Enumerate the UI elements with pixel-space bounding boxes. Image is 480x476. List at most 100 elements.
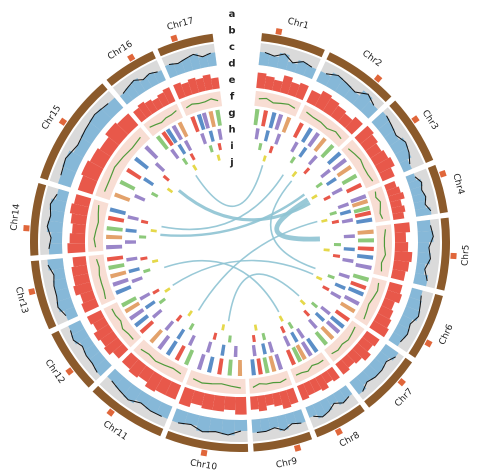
feature-f <box>190 116 200 133</box>
density-bar <box>250 396 259 410</box>
coverage-bar <box>399 159 412 173</box>
density-bar <box>391 205 406 215</box>
feature-i <box>187 310 193 317</box>
coverage-bar <box>196 415 212 433</box>
density-bar <box>384 181 397 191</box>
coverage-line <box>325 73 375 106</box>
coverage-bar <box>48 243 63 255</box>
feature-f <box>352 273 370 282</box>
feature-h <box>188 322 195 331</box>
feature-f <box>300 127 313 143</box>
coverage-bar <box>55 287 71 302</box>
coverage-bar <box>388 332 404 347</box>
feature-h <box>261 332 267 341</box>
coverage-bar <box>293 409 306 425</box>
feature-h <box>310 301 319 309</box>
feature-g <box>341 218 354 224</box>
density-bar <box>345 116 363 135</box>
gc-band <box>103 302 142 348</box>
centromere-marker <box>450 252 457 260</box>
feature-f <box>285 349 296 366</box>
coverage-bar <box>413 200 426 210</box>
feature-f <box>165 128 178 144</box>
coverage-bar <box>276 52 290 70</box>
coverage-bar <box>209 417 224 433</box>
feature-h <box>322 285 330 292</box>
feature-f <box>313 137 327 153</box>
feature-h <box>332 253 341 258</box>
feature-f <box>339 301 356 314</box>
gc-line <box>192 378 241 389</box>
centromere-marker <box>58 117 68 126</box>
density-bar <box>212 394 226 412</box>
feature-f <box>262 357 270 374</box>
feature-f <box>295 344 307 361</box>
chromosome-label: Chr3 <box>420 108 440 131</box>
feature-g <box>339 209 352 216</box>
density-bar <box>100 330 118 347</box>
density-bar <box>326 366 340 382</box>
feature-g <box>314 311 326 322</box>
density-bar <box>337 113 353 129</box>
feature-f <box>357 229 374 235</box>
coverage-line <box>168 52 211 65</box>
coverage-line <box>313 396 350 418</box>
coverage-line <box>362 356 396 392</box>
coverage-line <box>47 264 67 317</box>
feature-g <box>131 276 143 284</box>
feature-f <box>109 270 127 279</box>
density-bar <box>296 383 310 401</box>
density-bar <box>81 298 100 313</box>
feature-g <box>200 132 208 145</box>
feature-f <box>206 356 215 373</box>
density-bar <box>138 365 155 383</box>
density-bar <box>370 149 389 166</box>
chromosome-ring <box>40 83 108 181</box>
feature-i <box>299 299 306 306</box>
coverage-bar <box>417 230 434 243</box>
feature-g <box>127 215 139 221</box>
coverage-bar <box>405 173 417 184</box>
gc-line <box>95 259 107 300</box>
feature-i <box>315 275 323 281</box>
feature-g <box>208 130 215 142</box>
density-bar <box>387 281 403 294</box>
feature-f <box>250 359 256 376</box>
feature-g <box>261 343 267 355</box>
coverage-bar <box>153 70 166 84</box>
gc-line <box>380 229 387 272</box>
feature-h <box>315 181 323 189</box>
density-bar <box>335 359 350 375</box>
feature-h <box>152 288 160 295</box>
feature-f <box>354 210 372 219</box>
track-label: d <box>228 59 235 70</box>
feature-h <box>258 142 263 151</box>
feature-i <box>278 315 284 322</box>
density-bar <box>71 264 89 277</box>
feature-h <box>279 325 286 334</box>
feature-f <box>174 345 186 362</box>
gc-band <box>180 91 223 116</box>
density-bar <box>210 77 220 90</box>
coverage-bar <box>325 72 344 92</box>
feature-f <box>113 192 131 202</box>
feature-i <box>164 287 171 293</box>
coverage-bar <box>294 60 309 76</box>
feature-f <box>291 346 303 363</box>
coverage-line <box>386 115 411 165</box>
coverage-bar <box>145 71 159 88</box>
density-bar <box>306 89 322 107</box>
feature-h <box>139 235 147 239</box>
feature-h <box>323 195 331 202</box>
feature-g <box>337 202 350 210</box>
gc-band <box>324 320 365 362</box>
coverage-line <box>424 225 434 281</box>
track-label: j <box>229 158 233 169</box>
chromosome-label: Chr9 <box>275 456 298 470</box>
coverage-bar <box>415 207 432 217</box>
coverage-bar <box>415 262 426 275</box>
feature-g <box>125 240 137 244</box>
coverage-bar <box>53 268 66 281</box>
density-bar <box>144 99 158 115</box>
density-bar <box>112 343 129 359</box>
